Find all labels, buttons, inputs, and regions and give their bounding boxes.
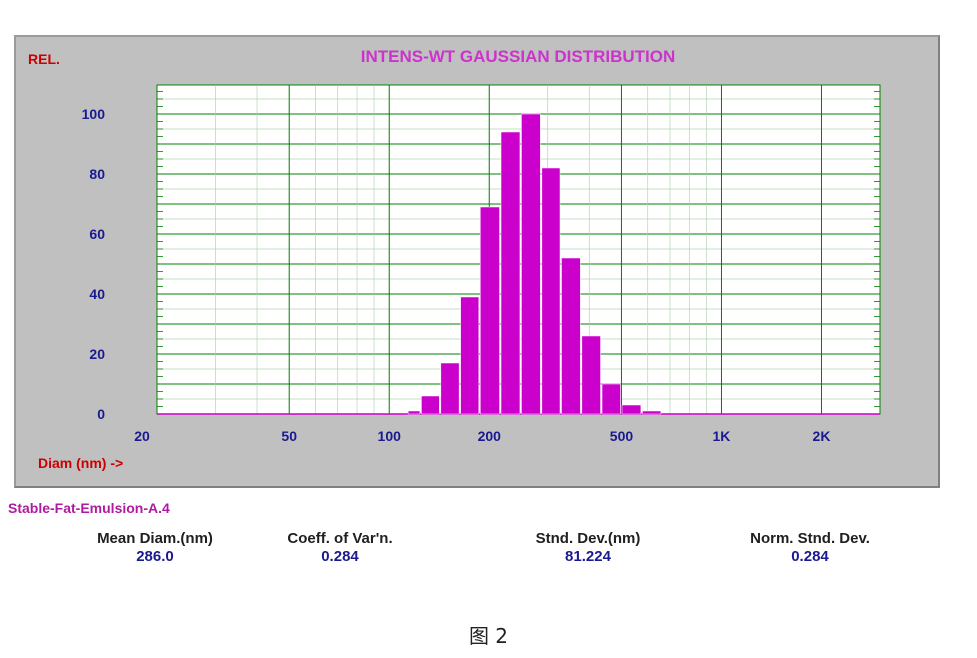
x-tick-label: 2K (813, 428, 831, 444)
stat-norm-std-dev: Norm. Stnd. Dev. 0.284 (710, 530, 910, 565)
y-tick-label: 80 (89, 166, 105, 182)
x-tick-label: 1K (713, 428, 731, 444)
y-tick-label: 40 (89, 286, 105, 302)
stat-label: Norm. Stnd. Dev. (750, 530, 870, 547)
stat-std-dev: Stnd. Dev.(nm) 81.224 (488, 530, 688, 565)
x-tick-label: 500 (610, 428, 634, 444)
sample-name: Stable-Fat-Emulsion-A.4 (8, 500, 170, 516)
chart: INTENS-WT GAUSSIAN DISTRIBUTION REL. Dia… (28, 47, 881, 471)
histogram-bar (460, 296, 480, 415)
histogram-bar (621, 404, 642, 415)
histogram-bar (440, 362, 460, 415)
histogram-bar (541, 167, 561, 415)
stat-coeff-var: Coeff. of Var'n. 0.284 (245, 530, 435, 565)
stat-value: 0.284 (321, 548, 359, 565)
histogram-bar (581, 335, 601, 415)
histogram-bar (642, 410, 662, 415)
stat-label: Stnd. Dev.(nm) (535, 530, 641, 547)
histogram-bar (500, 131, 521, 415)
y-tick-labels: 0 20 40 60 80 100 (82, 106, 106, 422)
bars (407, 113, 662, 415)
histogram-bar (561, 257, 581, 415)
x-tick-labels: 20 50 100 200 500 1K 2K (134, 428, 830, 444)
histogram-bar (421, 395, 440, 415)
stat-mean-diam: Mean Diam.(nm) 286.0 (60, 530, 250, 565)
y-tick-label: 0 (97, 406, 105, 422)
stat-label: Mean Diam.(nm) (97, 530, 213, 547)
histogram-bar (601, 383, 621, 415)
histogram-bar (480, 206, 500, 415)
y-tick-label: 20 (89, 346, 105, 362)
histogram-bar (407, 410, 421, 415)
chart-title: INTENS-WT GAUSSIAN DISTRIBUTION (361, 47, 676, 66)
stat-value: 81.224 (565, 548, 611, 565)
stat-value: 286.0 (136, 548, 174, 565)
x-tick-label: 50 (281, 428, 297, 444)
y-tick-label: 60 (89, 226, 105, 242)
x-tick-label: 200 (478, 428, 502, 444)
x-tick-label: 100 (378, 428, 402, 444)
figure-caption: 图 2 (468, 624, 509, 648)
y-axis-label: REL. (28, 51, 60, 67)
y-tick-label: 100 (82, 106, 106, 122)
histogram-bar (521, 113, 541, 415)
stat-label: Coeff. of Var'n. (287, 530, 393, 547)
stat-value: 0.284 (791, 548, 829, 565)
x-axis-label: Diam (nm) -> (38, 455, 123, 471)
x-tick-label: 20 (134, 428, 150, 444)
